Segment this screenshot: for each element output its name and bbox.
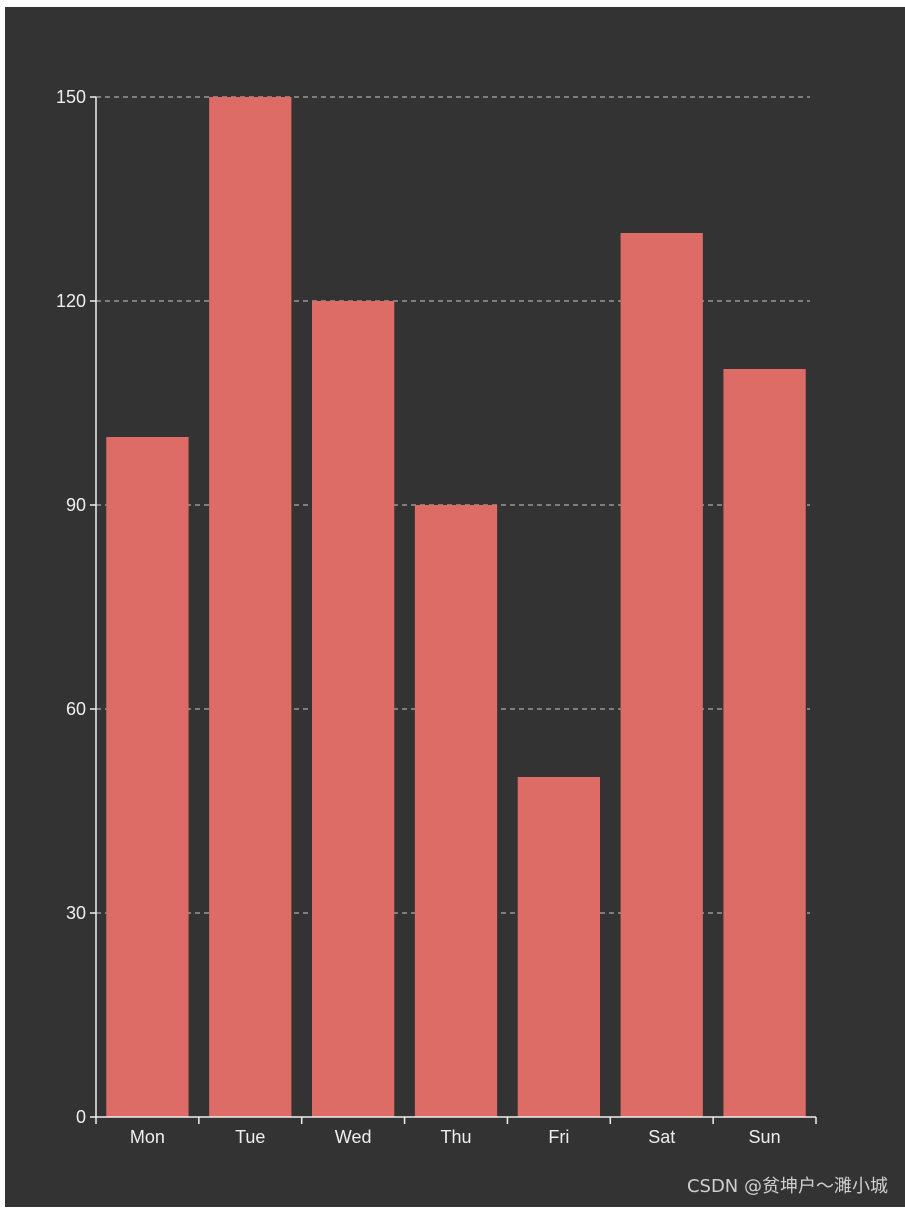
bar-thu[interactable] (414, 505, 498, 1117)
y-tick-label: 150 (56, 87, 86, 107)
bar-tue[interactable] (209, 97, 292, 1117)
bar-sat[interactable] (620, 233, 703, 1117)
x-tick-label: Wed (335, 1127, 372, 1147)
bar-wed[interactable] (312, 301, 395, 1117)
bar-fri[interactable] (517, 777, 600, 1117)
axes (95, 97, 816, 1118)
x-tick-label: Thu (440, 1127, 471, 1147)
watermark: CSDN @贫坤户～濉小城 (686, 1176, 888, 1197)
x-tick-label: Mon (130, 1127, 165, 1147)
bar-mon[interactable] (106, 437, 189, 1117)
x-tick-label: Sat (648, 1127, 675, 1147)
y-axis-ticks: 0 30 60 90 120 150 (56, 87, 96, 1127)
x-tick-label: Tue (235, 1127, 265, 1147)
x-axis-ticks: Mon Tue Wed Thu Fri Sat Sun (95, 1117, 817, 1147)
x-tick-label: Fri (548, 1127, 569, 1147)
y-tick-label: 90 (66, 495, 86, 515)
x-tick-label: Sun (749, 1127, 781, 1147)
bar-sun[interactable] (723, 369, 806, 1117)
y-tick-label: 60 (66, 699, 86, 719)
y-tick-label: 0 (76, 1107, 86, 1127)
bars (106, 97, 806, 1117)
y-tick-label: 30 (66, 903, 86, 923)
y-tick-label: 120 (56, 291, 86, 311)
